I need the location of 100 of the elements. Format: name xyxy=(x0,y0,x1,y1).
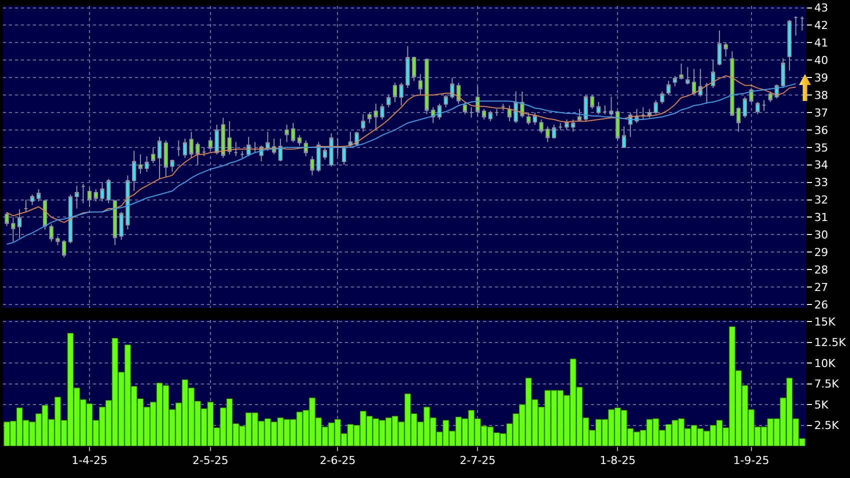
candlestick xyxy=(144,156,149,172)
candlestick xyxy=(609,96,614,116)
candlestick xyxy=(736,106,741,132)
candlestick xyxy=(424,58,429,115)
candlestick xyxy=(532,112,537,126)
candlestick xyxy=(68,194,73,244)
candlestick xyxy=(456,82,461,104)
y-tick-label: 28 xyxy=(814,263,828,276)
candlestick xyxy=(686,66,690,86)
y-tick-label: 35 xyxy=(814,141,828,154)
candlestick xyxy=(310,156,314,176)
candlestick xyxy=(62,239,66,258)
candlestick xyxy=(711,60,716,89)
candlestick xyxy=(234,142,238,157)
y-tick-label: 33 xyxy=(814,176,828,190)
candlestick xyxy=(552,124,556,140)
candlestick xyxy=(666,80,671,96)
candlestick xyxy=(138,154,142,174)
y-tick-label: 32 xyxy=(814,194,828,207)
candlestick xyxy=(564,118,569,130)
candlestick xyxy=(367,112,372,124)
candlestick xyxy=(170,159,174,172)
candlestick xyxy=(176,140,181,157)
candlestick xyxy=(304,140,308,157)
candlestick xyxy=(151,146,156,164)
candlestick xyxy=(577,108,582,122)
candlestick xyxy=(380,103,384,120)
candlestick xyxy=(208,136,212,152)
candlestick xyxy=(590,94,594,110)
candlestick xyxy=(704,82,709,104)
candlestick xyxy=(56,236,60,246)
candlestick xyxy=(132,150,136,192)
candlestick xyxy=(641,106,646,120)
candlestick xyxy=(602,105,607,115)
candlestick xyxy=(240,150,244,158)
y-tick-label: 30 xyxy=(814,228,828,242)
line-series xyxy=(6,83,796,245)
candlestick xyxy=(361,114,366,132)
y-tick-label: 27 xyxy=(814,280,828,294)
x-tick-label: 2-5-25 xyxy=(192,454,228,468)
y-tick-label: 41 xyxy=(814,36,828,50)
candlestick xyxy=(87,187,92,208)
x-tick-label: 1-9-25 xyxy=(733,454,770,468)
x-tick-label: 1-4-25 xyxy=(72,454,108,468)
y-tick-label: 36 xyxy=(814,124,828,137)
candlestick xyxy=(406,46,410,89)
candlestick xyxy=(214,124,219,155)
candlestick xyxy=(756,102,760,115)
candlestick xyxy=(431,106,436,124)
y-tick-label: 7.5K xyxy=(814,378,840,391)
candlestick xyxy=(74,185,79,209)
y-tick-label: 15K xyxy=(814,316,836,329)
candlestick xyxy=(354,131,359,146)
candlestick xyxy=(24,199,28,212)
line-series xyxy=(6,75,796,223)
candlestick xyxy=(717,30,722,66)
y-tick-label: 2.5K xyxy=(814,419,840,432)
candlestick xyxy=(501,103,506,112)
candlestick xyxy=(126,174,130,230)
candlestick xyxy=(42,199,48,230)
y-tick-label: 31 xyxy=(814,211,828,224)
candlestick xyxy=(539,118,544,134)
candlestick xyxy=(291,122,296,143)
candlestick xyxy=(297,134,302,146)
candlestick xyxy=(322,146,328,160)
candlestick xyxy=(348,131,352,148)
candlestick xyxy=(11,216,16,242)
candlestick xyxy=(749,88,754,103)
y-tick-label: 42 xyxy=(814,19,828,32)
candlestick xyxy=(647,108,652,118)
candlestick xyxy=(221,117,226,158)
candlestick xyxy=(558,122,562,130)
candlestick xyxy=(227,120,232,155)
candlestick xyxy=(246,136,251,157)
y-tick-label: 39 xyxy=(814,71,828,84)
candlestick xyxy=(462,102,468,115)
candlestick xyxy=(157,136,162,180)
candlestick xyxy=(49,224,54,242)
candlestick xyxy=(182,138,188,158)
candlestick xyxy=(622,126,626,148)
candlestick xyxy=(672,75,677,87)
candlestick xyxy=(30,194,34,206)
candlestick xyxy=(399,82,404,106)
candlestick xyxy=(692,68,696,96)
candlestick xyxy=(4,211,9,226)
candlestick xyxy=(514,91,518,124)
candlestick xyxy=(800,16,804,31)
candlestick xyxy=(526,112,531,126)
candlestick xyxy=(724,42,728,58)
y-tick-label: 37 xyxy=(814,106,828,120)
candlestick xyxy=(781,58,786,89)
candlestick xyxy=(284,124,289,143)
candlestick xyxy=(482,108,486,120)
candlestick xyxy=(36,188,41,202)
candlestick xyxy=(698,68,702,98)
candlestick xyxy=(616,110,620,141)
candlestick xyxy=(762,100,766,112)
candlestick xyxy=(17,208,22,239)
candlestick xyxy=(81,184,86,204)
y-tick-label: 12.5K xyxy=(814,336,847,350)
